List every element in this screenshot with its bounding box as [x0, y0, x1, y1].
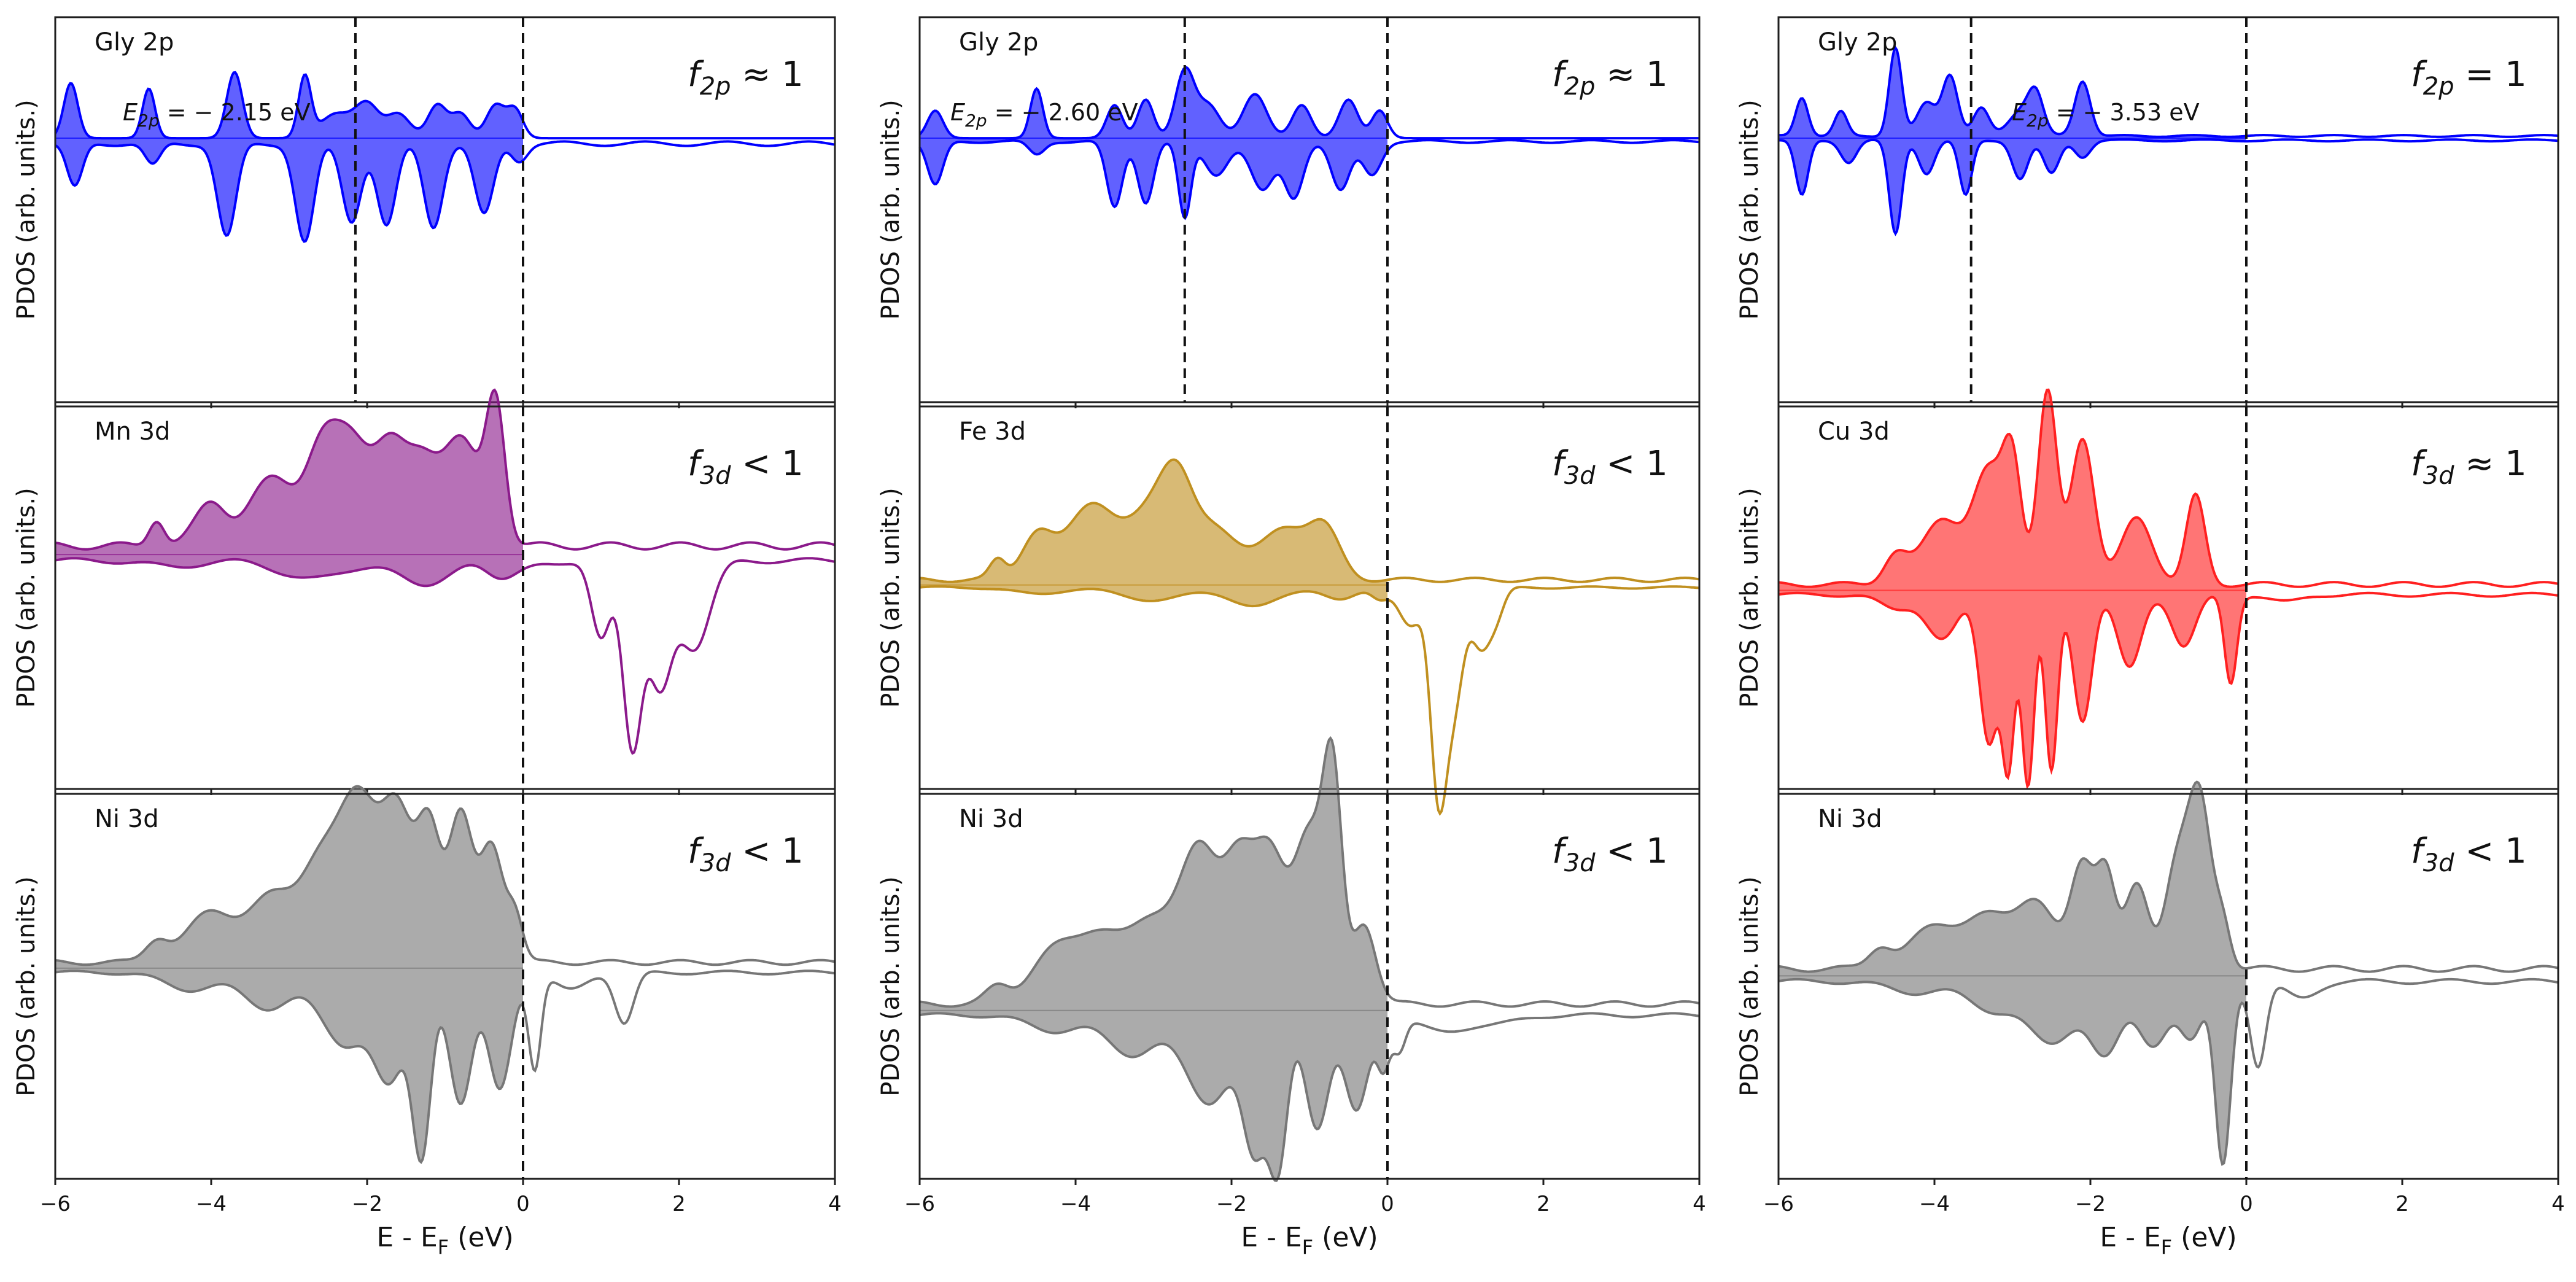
occupied-states-fill	[920, 459, 1387, 607]
spin-down-line	[919, 585, 1700, 816]
spin-down-line	[918, 139, 1700, 220]
panel-title: Gly 2p	[959, 28, 1038, 56]
x-tick-label: −4	[1919, 1192, 1950, 1216]
spin-up-line	[55, 388, 836, 551]
x-tick-label: 4	[2551, 1192, 2565, 1216]
x-tick-label: −2	[2075, 1192, 2106, 1216]
panel-frame	[1777, 405, 2559, 790]
y-axis-label: PDOS (arb. units.)	[12, 488, 41, 708]
occupancy-annotation: f3d < 1	[688, 444, 804, 490]
band-center-annotation: E2p = − 2.60 eV	[950, 99, 1138, 131]
band-center-annotation: E2p = − 2.15 eV	[123, 99, 311, 131]
spin-up-line	[1779, 45, 2559, 138]
occupancy-annotation: f2p = 1	[2411, 55, 2527, 101]
pdos-column-1: PDOS (arb. units.) Gly 2p f2p ≈ 1 E2p = − 2…	[12, 16, 842, 1259]
x-tick-label: 4	[828, 1192, 842, 1216]
y-axis-label: PDOS (arb. units.)	[1736, 876, 1764, 1097]
panel-frame	[54, 16, 836, 403]
pdos-panel-gly-2p: PDOS (arb. units.) Gly 2p f2p = 1 E2p = − 3…	[1736, 16, 2559, 408]
x-tick-label: −6	[904, 1192, 935, 1216]
panel-frame	[918, 793, 1701, 1180]
pdos-panel-ni-3d: −6 −4 −2 0 2 4 PDOS (arb. units.) Ni 3d f3d < 1	[12, 785, 842, 1216]
occupied-states-fill	[1779, 48, 2246, 234]
spin-up-line	[918, 66, 1699, 140]
panel-title: Fe 3d	[959, 418, 1026, 446]
pdos-panel-gly-2p: PDOS (arb. units.) Gly 2p f2p ≈ 1 E2p = − 2…	[877, 16, 1701, 408]
occupancy-annotation: f3d < 1	[2411, 831, 2527, 877]
panel-frame	[1777, 793, 2559, 1180]
x-tick-label: 0	[1381, 1192, 1394, 1216]
occupied-states-fill	[55, 390, 523, 586]
spin-up-line	[1778, 388, 2559, 588]
panel-frame	[918, 16, 1701, 403]
occupancy-annotation: f3d ≈ 1	[2411, 444, 2527, 490]
x-tick-label: −2	[352, 1192, 382, 1216]
spin-down-line	[919, 1012, 1700, 1182]
panel-title: Ni 3d	[959, 805, 1023, 833]
spin-up-line	[919, 736, 1700, 1008]
occupancy-annotation: f3d < 1	[1552, 831, 1668, 877]
x-tick-label: −4	[1060, 1192, 1091, 1216]
x-axis-label: E - EF (eV)	[1241, 1222, 1378, 1259]
x-axis-label: E - EF (eV)	[2100, 1222, 2237, 1259]
occupancy-annotation: f2p ≈ 1	[688, 55, 804, 101]
panel-frame	[54, 793, 836, 1180]
spin-up-line	[55, 785, 836, 966]
x-tick-label: 0	[2240, 1192, 2253, 1216]
spin-down-line	[55, 969, 836, 1164]
y-axis-label: PDOS (arb. units.)	[877, 488, 905, 708]
panel-frame	[918, 405, 1701, 790]
occupied-states-fill	[55, 786, 523, 1162]
pdos-column-2: PDOS (arb. units.) Gly 2p f2p ≈ 1 E2p = − 2…	[877, 16, 1706, 1259]
band-center-annotation: E2p = − 3.53 eV	[2012, 99, 2200, 131]
panel-frame	[1777, 16, 2559, 403]
occupied-states-fill	[920, 738, 1387, 1181]
pdos-panel-gly-2p: PDOS (arb. units.) Gly 2p f2p ≈ 1 E2p = − 2…	[12, 16, 836, 408]
y-axis-label: PDOS (arb. units.)	[877, 99, 905, 320]
spin-down-line	[54, 140, 836, 243]
x-tick-label: 2	[2396, 1192, 2409, 1216]
y-axis-label: PDOS (arb. units.)	[12, 99, 41, 320]
spin-down-line	[55, 557, 836, 755]
occupancy-annotation: f3d < 1	[1552, 444, 1668, 490]
pdos-panel-grid: PDOS (arb. units.) Gly 2p f2p ≈ 1 E2p = − 2…	[12, 16, 2565, 1259]
panel-title: Gly 2p	[1818, 28, 1897, 56]
panel-title: Ni 3d	[95, 805, 159, 833]
pdos-panel-ni-3d: −6 −4 −2 0 2 4 PDOS (arb. units.) Ni 3d f3d < 1	[1736, 780, 2565, 1216]
spin-up-line	[1778, 780, 2559, 973]
x-tick-label: −6	[40, 1192, 71, 1216]
x-axis-label: E - EF (eV)	[376, 1222, 513, 1259]
occupancy-annotation: f3d < 1	[688, 831, 804, 877]
occupancy-annotation: f2p ≈ 1	[1552, 55, 1668, 101]
y-axis-label: PDOS (arb. units.)	[1736, 488, 1764, 708]
occupied-states-fill	[1779, 782, 2246, 1164]
panel-title: Mn 3d	[95, 418, 170, 446]
x-tick-label: 4	[1693, 1192, 1706, 1216]
panel-frame	[54, 405, 836, 790]
x-tick-label: 2	[672, 1192, 686, 1216]
panel-title: Cu 3d	[1818, 418, 1890, 446]
spin-up-line	[919, 458, 1700, 583]
pdos-panel-cu-3d: PDOS (arb. units.) Cu 3d f3d ≈ 1	[1736, 388, 2559, 795]
x-tick-label: −4	[196, 1192, 227, 1216]
x-tick-label: −6	[1763, 1192, 1794, 1216]
panel-title: Ni 3d	[1818, 805, 1882, 833]
x-tick-label: 0	[516, 1192, 530, 1216]
y-axis-label: PDOS (arb. units.)	[12, 876, 41, 1097]
panel-title: Gly 2p	[95, 28, 174, 56]
spin-down-line	[1778, 591, 2559, 790]
occupied-states-fill	[55, 72, 523, 242]
spin-down-line	[1778, 977, 2559, 1167]
pdos-panel-fe-3d: PDOS (arb. units.) Fe 3d f3d < 1	[877, 405, 1701, 816]
x-tick-label: 2	[1537, 1192, 1550, 1216]
pdos-panel-ni-3d: −6 −4 −2 0 2 4 PDOS (arb. units.) Ni 3d f3d < 1	[877, 736, 1706, 1216]
occupied-states-fill	[1779, 389, 2246, 787]
y-axis-label: PDOS (arb. units.)	[877, 876, 905, 1097]
x-tick-label: −2	[1216, 1192, 1247, 1216]
pdos-column-3: PDOS (arb. units.) Gly 2p f2p = 1 E2p = − 3…	[1736, 16, 2565, 1259]
y-axis-label: PDOS (arb. units.)	[1736, 99, 1764, 320]
pdos-panel-mn-3d: PDOS (arb. units.) Mn 3d f3d < 1	[12, 388, 836, 795]
spin-down-line	[1779, 138, 2559, 236]
